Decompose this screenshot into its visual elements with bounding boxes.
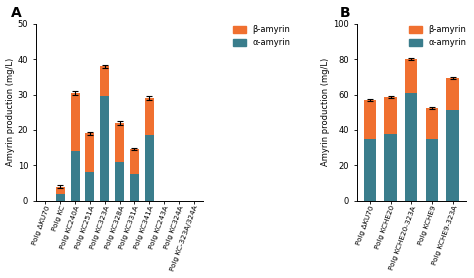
Bar [100, 96, 109, 201]
Bar [405, 93, 418, 201]
Bar [85, 172, 94, 201]
Bar [426, 139, 438, 201]
Bar [115, 162, 124, 201]
Bar [130, 174, 139, 201]
Text: A: A [11, 6, 21, 20]
Legend: β-amyrin, α-amyrin: β-amyrin, α-amyrin [409, 24, 467, 48]
Bar [85, 133, 94, 172]
Bar [405, 59, 418, 93]
Legend: β-amyrin, α-amyrin: β-amyrin, α-amyrin [232, 24, 292, 48]
Bar [56, 187, 65, 193]
Bar [447, 110, 459, 201]
Bar [364, 139, 376, 201]
Bar [100, 66, 109, 96]
Bar [130, 149, 139, 174]
Bar [145, 98, 154, 135]
Bar [115, 123, 124, 162]
Text: B: B [340, 6, 351, 20]
Bar [145, 135, 154, 201]
Bar [56, 193, 65, 201]
Bar [384, 134, 397, 201]
Bar [71, 93, 80, 151]
Y-axis label: Amyrin production (mg/L): Amyrin production (mg/L) [6, 58, 15, 167]
Bar [447, 78, 459, 110]
Bar [426, 108, 438, 139]
Bar [384, 97, 397, 134]
Y-axis label: Amyrin production (mg/L): Amyrin production (mg/L) [321, 58, 330, 167]
Bar [71, 151, 80, 201]
Bar [364, 100, 376, 139]
